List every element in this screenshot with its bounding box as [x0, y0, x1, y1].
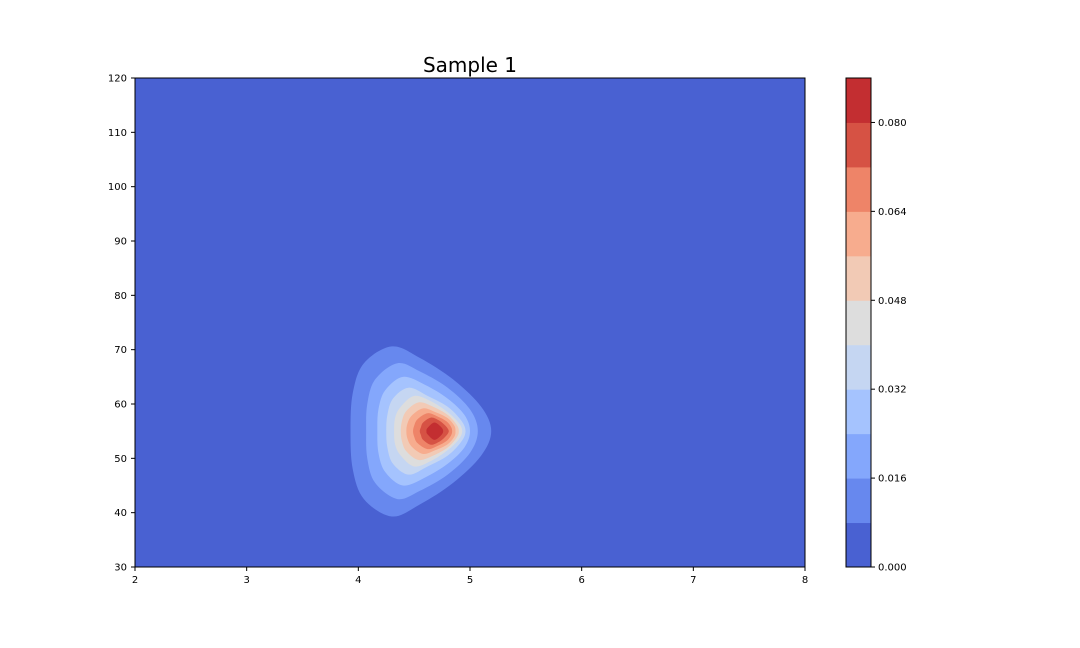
colorbar-tick-label: 0.048 — [878, 296, 907, 307]
colorbar-band — [846, 433, 871, 479]
x-axis: 2 3 4 5 6 7 8 — [132, 567, 808, 586]
colorbar-band — [846, 255, 871, 301]
plot-area — [134, 77, 806, 568]
y-tick-label: 90 — [114, 237, 127, 248]
x-tick-label: 5 — [467, 575, 473, 586]
y-tick-label: 80 — [114, 291, 127, 302]
x-tick-label: 3 — [243, 575, 249, 586]
x-tick-label: 8 — [802, 575, 808, 586]
colorbar-tick-label: 0.016 — [878, 474, 907, 485]
colorbar-tick-label: 0.064 — [878, 207, 907, 218]
y-tick-label: 100 — [108, 182, 127, 193]
colorbar-band — [846, 300, 871, 346]
x-tick-label: 6 — [578, 575, 584, 586]
y-axis: 30 40 50 60 70 80 90 100 110 120 — [108, 74, 135, 574]
colorbar-tick-label: 0.032 — [878, 385, 907, 396]
colorbar-tick-label: 0.000 — [878, 563, 907, 574]
plot-background — [135, 78, 805, 567]
colorbar-frame — [845, 77, 872, 568]
colorbar-tick-label: 0.080 — [878, 118, 907, 129]
colorbar-band — [846, 78, 871, 123]
chart-title: Sample 1 — [423, 53, 517, 77]
colorbar: 0.000 0.016 0.032 0.048 0.064 0.080 — [845, 77, 907, 574]
colorbar-band — [846, 478, 871, 524]
y-tick-label: 60 — [114, 400, 127, 411]
y-tick-label: 50 — [114, 454, 127, 465]
x-tick-label: 2 — [132, 575, 138, 586]
y-tick-label: 120 — [108, 74, 127, 85]
colorbar-band — [846, 344, 871, 390]
colorbar-band — [846, 122, 871, 168]
colorbar-band — [846, 389, 871, 435]
colorbar-band — [846, 211, 871, 257]
colorbar-band — [846, 522, 871, 568]
y-tick-label: 40 — [114, 508, 127, 519]
y-tick-label: 30 — [114, 563, 127, 574]
y-tick-label: 70 — [114, 345, 127, 356]
y-tick-label: 110 — [108, 128, 127, 139]
contour-level-0.08 — [426, 422, 444, 440]
colorbar-band — [846, 166, 871, 212]
x-tick-label: 7 — [690, 575, 696, 586]
x-tick-label: 4 — [355, 575, 361, 586]
